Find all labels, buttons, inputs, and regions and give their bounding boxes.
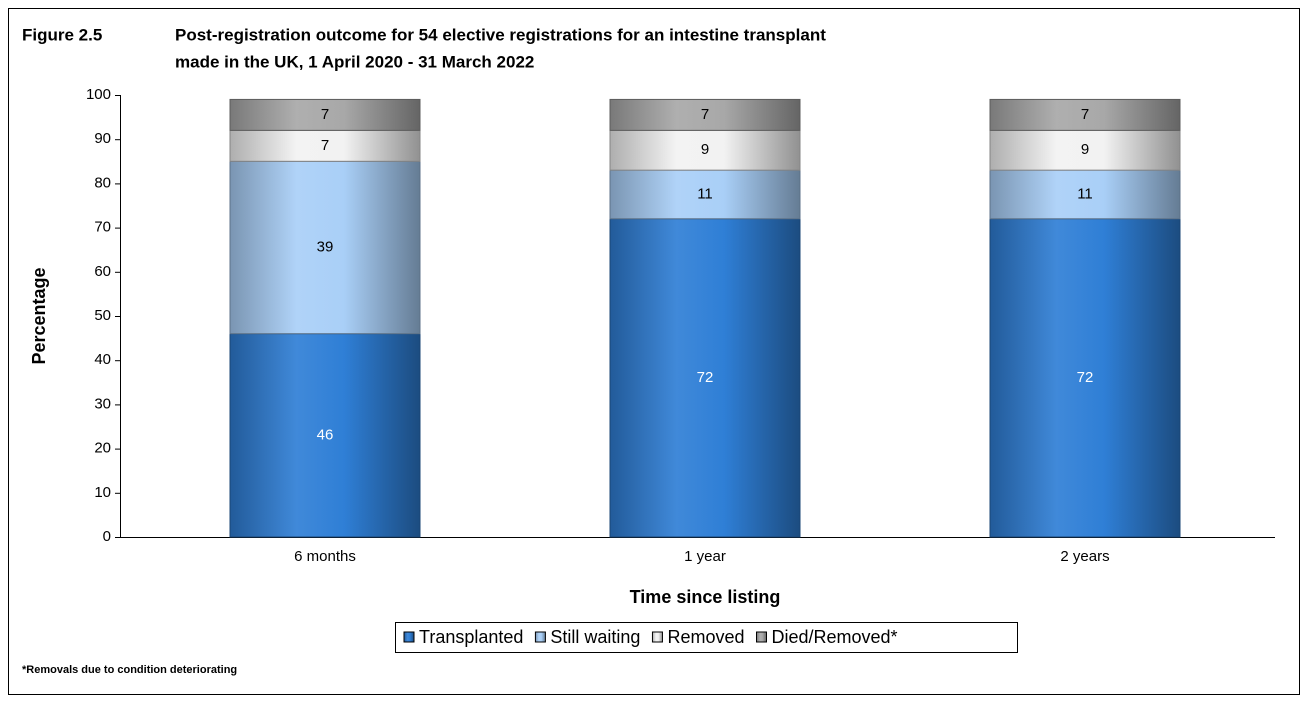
y-tick-label: 0 bbox=[103, 528, 111, 545]
y-tick-label: 100 bbox=[86, 86, 111, 103]
y-tick-label: 30 bbox=[94, 395, 111, 412]
data-label: 7 bbox=[321, 106, 329, 123]
data-label: 39 bbox=[317, 238, 334, 255]
x-axis-title: Time since listing bbox=[630, 587, 781, 607]
bar-segment bbox=[609, 218, 801, 538]
legend-swatch bbox=[403, 631, 415, 643]
y-tick-label: 50 bbox=[94, 307, 111, 324]
legend-label: Still waiting bbox=[550, 627, 640, 647]
data-label: 9 bbox=[1081, 141, 1089, 158]
legend-box bbox=[395, 622, 1018, 653]
bar-segment bbox=[609, 129, 801, 171]
y-tick-label: 80 bbox=[94, 174, 111, 191]
data-label: 46 bbox=[317, 426, 334, 443]
bar-segment bbox=[229, 160, 421, 335]
chart-title: made in the UK, 1 April 2020 - 31 March … bbox=[175, 52, 534, 71]
y-tick-label: 40 bbox=[94, 351, 111, 368]
data-label: 7 bbox=[321, 137, 329, 154]
data-label: 9 bbox=[701, 141, 709, 158]
footnote: *Removals due to condition deteriorating bbox=[22, 664, 237, 676]
y-tick-label: 10 bbox=[94, 484, 111, 501]
data-label: 11 bbox=[697, 185, 713, 202]
bar-segment bbox=[229, 98, 421, 131]
figure-label: Figure 2.5 bbox=[22, 25, 102, 44]
bar-segment bbox=[609, 98, 801, 131]
y-axis-title: Percentage bbox=[29, 267, 49, 364]
y-tick-label: 60 bbox=[94, 263, 111, 280]
legend-swatch bbox=[534, 631, 546, 643]
legend-label: Transplanted bbox=[419, 627, 523, 647]
data-label: 72 bbox=[1077, 369, 1094, 386]
y-tick-label: 20 bbox=[94, 440, 111, 457]
legend-label: Removed bbox=[667, 627, 744, 647]
bar-segment bbox=[989, 129, 1181, 171]
y-tick-label: 90 bbox=[94, 130, 111, 147]
bar-segment bbox=[229, 129, 421, 162]
legend-label: Died/Removed* bbox=[772, 627, 898, 647]
bar-segment bbox=[989, 169, 1181, 220]
x-tick-label: 1 year bbox=[684, 548, 726, 565]
chart-title: Post-registration outcome for 54 electiv… bbox=[175, 25, 826, 44]
bar-segment bbox=[609, 169, 801, 220]
bar-segment bbox=[989, 98, 1181, 131]
data-label: 11 bbox=[1077, 185, 1093, 202]
y-tick-label: 70 bbox=[94, 219, 111, 236]
bar-segment bbox=[229, 333, 421, 538]
legend-swatch bbox=[756, 631, 767, 643]
x-tick-label: 2 years bbox=[1060, 548, 1109, 565]
legend-swatch bbox=[651, 631, 663, 643]
data-label: 72 bbox=[697, 369, 714, 386]
x-tick-label: 6 months bbox=[294, 548, 356, 565]
data-label: 7 bbox=[1081, 106, 1089, 123]
data-label: 7 bbox=[701, 106, 709, 123]
